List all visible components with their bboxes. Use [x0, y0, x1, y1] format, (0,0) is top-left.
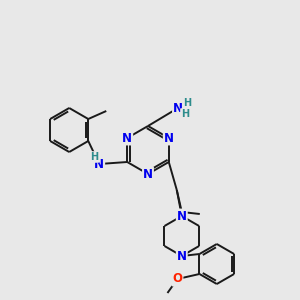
Text: H: H — [90, 152, 98, 162]
Text: N: N — [177, 250, 187, 262]
Text: N: N — [94, 158, 104, 170]
Text: N: N — [143, 167, 153, 181]
Text: H: H — [181, 109, 189, 119]
Text: O: O — [172, 272, 182, 286]
Text: N: N — [164, 131, 174, 145]
Text: N: N — [177, 209, 187, 223]
Text: H: H — [183, 98, 191, 108]
Text: N: N — [122, 131, 132, 145]
Text: N: N — [173, 101, 183, 115]
